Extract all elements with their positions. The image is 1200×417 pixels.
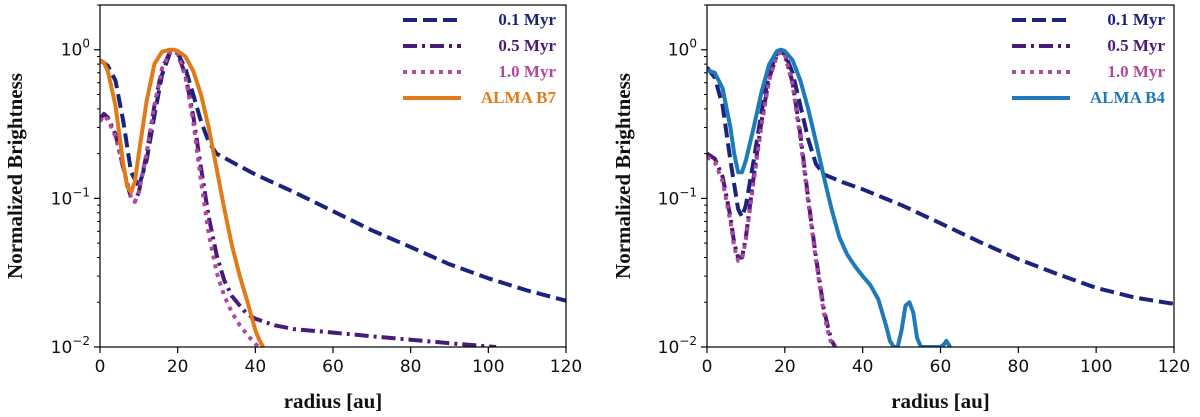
series-line-alma-b4 [707, 47, 952, 347]
legend-label: ALMA B4 [1090, 88, 1166, 107]
x-tick-label: 60 [930, 357, 952, 377]
y-axis-label: Normalized Brightness [3, 73, 27, 279]
series-line-1-0-myr [707, 49, 837, 347]
legend-label: 0.5 Myr [1107, 36, 1165, 55]
y-tick-label: 10−1 [658, 185, 697, 209]
x-tick-label: 120 [550, 357, 582, 377]
x-tick-label: 80 [1008, 357, 1030, 377]
series-line-0-1-myr [707, 49, 1174, 306]
legend-label: 1.0 Myr [498, 62, 556, 81]
x-tick-label: 20 [167, 357, 189, 377]
y-tick-label: 10−2 [51, 334, 90, 358]
x-tick-label: 40 [245, 357, 267, 377]
legend: 0.1 Myr 0.5 Myr 1.0 Myr ALMA B7 [403, 10, 556, 107]
left-panel: 0 20 40 60 80 100 120 100 10−1 10−2 radius [au] Nor… [3, 4, 582, 413]
legend-label: ALMA B7 [481, 88, 557, 107]
x-tick-label: 0 [702, 357, 713, 377]
y-axis-label: Normalized Brightness [611, 73, 635, 279]
series-line-alma-b7 [100, 47, 265, 347]
right-panel: 0 20 40 60 80 100 120 100 10−1 10−2 radius [au] Nor… [611, 4, 1190, 413]
y-tick-label: 10−2 [658, 334, 697, 358]
series-lines [707, 47, 1174, 347]
x-tick-label: 0 [95, 357, 106, 377]
legend-label: 1.0 Myr [1107, 62, 1165, 81]
y-tick-label: 100 [668, 37, 697, 61]
x-tick-label: 60 [322, 357, 344, 377]
x-tick-label: 100 [1080, 357, 1112, 377]
series-line-0-5-myr [707, 49, 838, 347]
x-tick-label: 80 [400, 357, 422, 377]
legend-label: 0.1 Myr [1107, 10, 1165, 29]
legend-label: 0.5 Myr [498, 36, 556, 55]
x-axis-label: radius [au] [891, 389, 990, 413]
y-tick-label: 100 [61, 37, 90, 61]
legend: 0.1 Myr 0.5 Myr 1.0 Myr ALMA B4 [1012, 10, 1165, 107]
legend-label: 0.1 Myr [498, 10, 556, 29]
x-tick-label: 100 [472, 357, 504, 377]
x-tick-label: 20 [774, 357, 796, 377]
x-axis-label: radius [au] [284, 389, 383, 413]
x-tick-label: 40 [852, 357, 874, 377]
series-lines [100, 47, 566, 347]
x-tick-label: 120 [1158, 357, 1190, 377]
y-tick-label: 10−1 [51, 185, 90, 209]
